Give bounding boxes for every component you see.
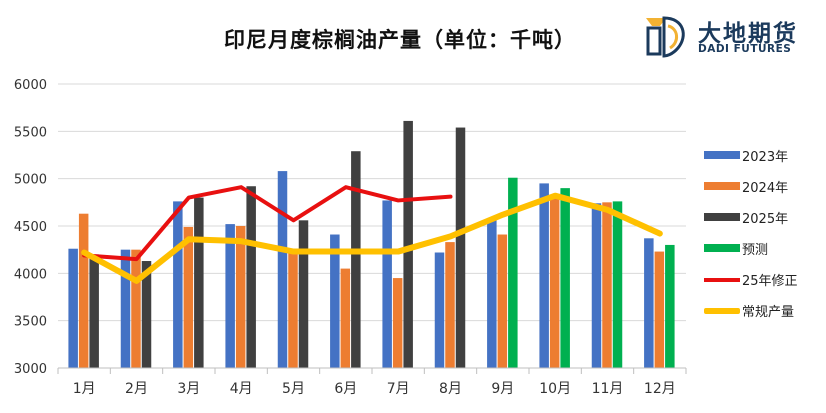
y-tick-label: 6000: [14, 78, 47, 93]
legend-swatch-forecast: [704, 244, 740, 252]
axes: 3000 3500 4000 4500 5000 5500 6000 1月 2月 3月 4月 5月 6月…: [14, 78, 687, 397]
x-tick-label: 12月: [644, 381, 676, 397]
bar-2024年-6月: [340, 268, 351, 368]
bar-2024年-4月: [235, 226, 246, 368]
dadi-logo-icon: [646, 16, 685, 58]
bar-2025年-7月: [403, 120, 413, 368]
bar-预测-12月: [665, 244, 675, 368]
legend-label: 2025年: [742, 212, 789, 227]
bar-2024年-9月: [497, 234, 508, 368]
line-常规产量: [81, 192, 663, 284]
legend-label: 2023年: [742, 150, 789, 165]
bar-2023年-4月: [225, 224, 235, 368]
x-tick-label: 3月: [177, 381, 200, 397]
x-tick-label: 7月: [387, 381, 410, 397]
bar-预测-9月: [508, 177, 518, 368]
x-tick-label: 8月: [439, 381, 462, 397]
x-tick-label: 2月: [125, 381, 148, 397]
x-tick-label: 6月: [334, 381, 357, 397]
brand-name-cn: 大地期货: [698, 21, 798, 47]
brand-name-en: DADI FUTURES: [698, 43, 792, 55]
legend-swatch-25-revised: [704, 278, 740, 282]
bar-2024年-10月: [549, 197, 560, 368]
chart-title: 印尼月度棕榈油产量（单位：千吨）: [224, 27, 576, 52]
y-tick-label: 3500: [14, 315, 47, 330]
bar-2023年-9月: [487, 220, 497, 368]
y-tick-label: 4000: [14, 267, 47, 282]
legend-item-forecast: 预测: [700, 239, 824, 270]
bar-2024年-3月: [183, 226, 194, 368]
legend-label: 预测: [742, 243, 769, 258]
legend-swatch-regular: [704, 308, 740, 314]
chart-legend: 2023年 2024年 2025年 预测 25年修正 常规产量: [700, 146, 824, 332]
legend-item-25-revised: 25年修正: [700, 270, 824, 301]
bar-2023年-6月: [330, 234, 340, 368]
legend-item-2023: 2023年: [700, 146, 824, 177]
bar-2023年-12月: [644, 238, 654, 368]
line-25年修正: [82, 185, 453, 262]
bar-2025年-8月: [455, 127, 466, 369]
bar-2023年-1月: [68, 248, 78, 368]
legend-label: 25年修正: [742, 274, 798, 289]
bar-2023年-2月: [120, 249, 131, 368]
brand-logo: 大地期货 DADI FUTURES: [644, 14, 814, 58]
y-tick-label: 4500: [14, 220, 47, 235]
x-tick-label: 4月: [230, 381, 253, 397]
bar-2024年-1月: [78, 213, 89, 368]
bar-2023年-11月: [591, 203, 602, 368]
x-tick-label: 11月: [592, 381, 624, 397]
bar-2023年-8月: [434, 252, 445, 368]
x-tick-label: 9月: [491, 381, 514, 397]
bar-预测-10月: [560, 188, 570, 368]
bar-2024年-8月: [445, 242, 455, 368]
bar-2023年-10月: [539, 183, 549, 368]
x-tick-label: 1月: [73, 381, 96, 397]
legend-label: 常规产量: [742, 305, 795, 320]
x-tick-label: 5月: [282, 381, 305, 397]
legend-swatch-2024: [704, 182, 740, 190]
bar-2024年-7月: [392, 278, 403, 368]
y-tick-label: 5500: [14, 125, 47, 140]
bar-2023年-7月: [382, 200, 392, 368]
bar-预测-11月: [612, 201, 623, 368]
bar-2024年-5月: [288, 253, 298, 368]
bar-2025年-3月: [194, 197, 204, 368]
legend-item-2024: 2024年: [700, 177, 824, 208]
bar-2024年-12月: [654, 251, 665, 368]
x-tick-label: 10月: [539, 381, 571, 397]
legend-swatch-2025: [704, 213, 740, 221]
bar-2025年-5月: [298, 220, 309, 368]
line-series: [81, 185, 663, 284]
y-tick-label: 5000: [14, 173, 47, 188]
bar-2025年-1月: [89, 254, 99, 368]
legend-label: 2024年: [742, 181, 789, 196]
bar-2023年-3月: [173, 201, 183, 368]
bar-series: [68, 120, 675, 369]
y-tick-label: 3000: [14, 362, 47, 377]
legend-item-2025: 2025年: [700, 208, 824, 239]
bar-2025年-6月: [351, 151, 361, 368]
legend-item-regular: 常规产量: [700, 301, 824, 332]
bar-2024年-11月: [602, 202, 612, 368]
bar-2025年-2月: [141, 261, 152, 368]
bar-2024年-2月: [131, 249, 141, 368]
bar-2023年-5月: [277, 171, 288, 368]
bar-2025年-4月: [246, 186, 256, 368]
legend-swatch-2023: [704, 151, 740, 159]
